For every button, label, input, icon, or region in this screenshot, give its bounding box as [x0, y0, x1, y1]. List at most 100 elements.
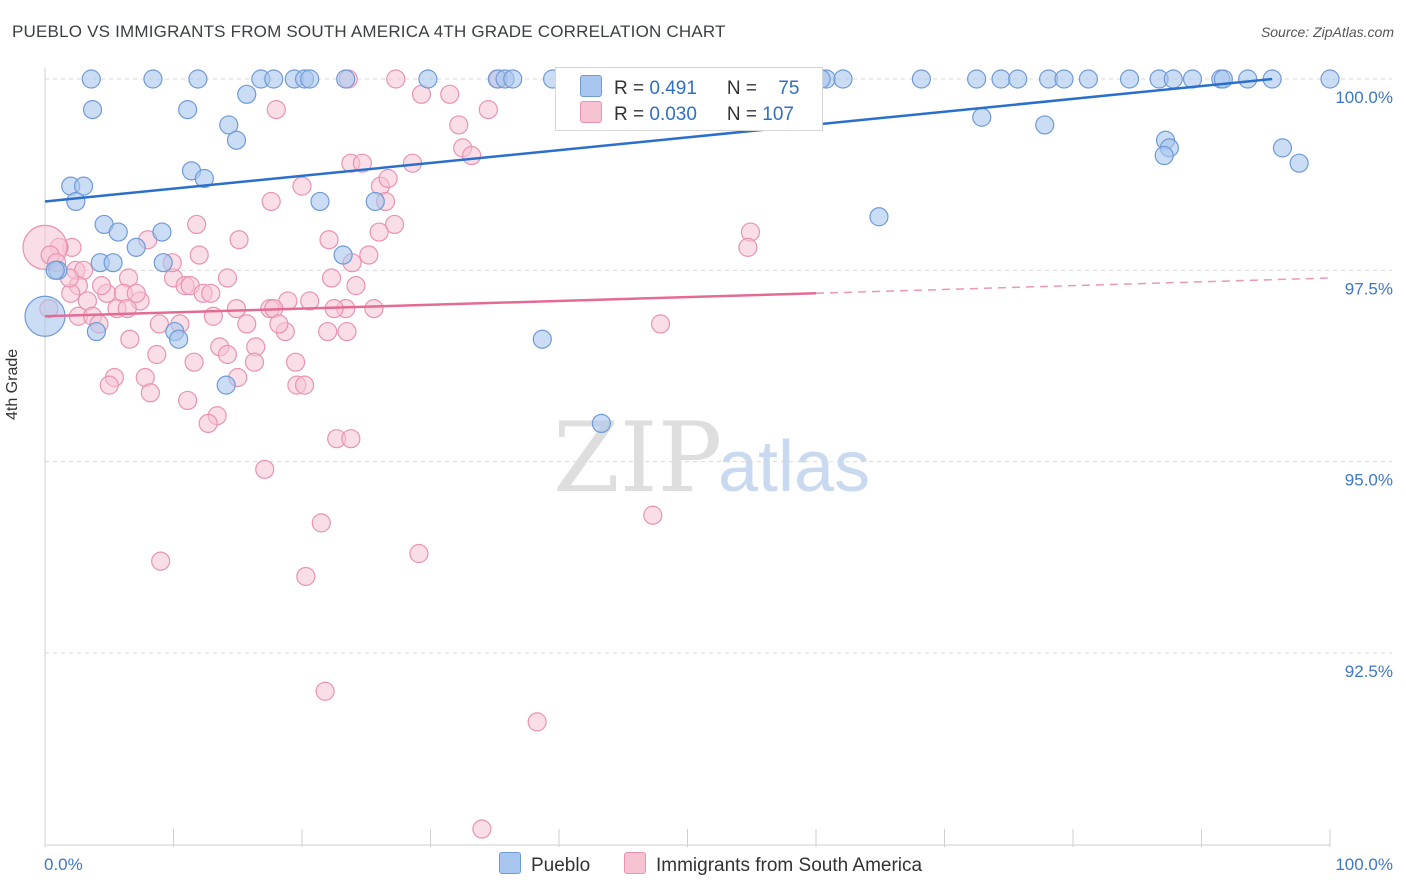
immigrants-point: [738, 237, 758, 257]
immigrants-point: [386, 69, 406, 89]
immigrants-point: [346, 276, 366, 296]
pueblo-point: [152, 222, 172, 242]
pueblo-point: [1320, 69, 1340, 89]
immigrants-point: [472, 819, 492, 839]
immigrants-point: [321, 268, 342, 288]
r-label: R =: [614, 78, 650, 99]
immigrants-point: [149, 314, 169, 334]
pueblo-point: [1154, 145, 1174, 166]
pueblo-point: [1035, 115, 1055, 135]
immigrants-point: [226, 299, 247, 319]
pueblo-point: [1272, 138, 1293, 158]
immigrants-point: [352, 153, 372, 173]
immigrants-point: [409, 543, 429, 564]
immigrants-point: [315, 681, 335, 701]
immigrants-point: [478, 100, 498, 120]
n-value: 75: [778, 78, 800, 99]
pueblo-point: [1054, 69, 1074, 89]
pueblo-point: [264, 69, 284, 89]
n-label: N =: [726, 78, 763, 99]
immigrants-point: [198, 413, 218, 433]
pueblo-point: [81, 69, 101, 89]
pueblo-point: [503, 69, 523, 89]
pueblo-point: [219, 115, 239, 135]
pueblo-point: [1008, 69, 1028, 89]
axes: [44, 68, 1331, 847]
immigrants-point: [244, 352, 265, 372]
pueblo-point: [216, 375, 236, 395]
immigrants-point: [364, 299, 384, 319]
watermark-atlas: atlas: [718, 427, 870, 507]
r-value: 0.491: [649, 78, 697, 99]
pueblo-point: [300, 69, 320, 89]
pueblo-trend-line: [44, 77, 1273, 203]
immigrants-point: [384, 214, 405, 235]
immigrants-point: [120, 329, 140, 349]
pueblo-point: [1238, 69, 1258, 89]
immigrants-point: [147, 344, 167, 365]
immigrants-point: [255, 459, 275, 479]
immigrants-point: [189, 245, 209, 265]
legend-immigrants-label: Immigrants from South America: [656, 855, 923, 876]
immigrants-point: [341, 429, 361, 449]
pueblo-swatch: [580, 75, 602, 97]
pueblo-point: [418, 69, 438, 89]
y-tick-label: 92.5%: [1345, 662, 1393, 681]
pueblo-point: [126, 237, 146, 257]
immigrants-point: [300, 291, 320, 311]
immigrants-point: [337, 321, 357, 342]
immigrants-point: [527, 712, 547, 732]
immigrants-point: [99, 375, 119, 395]
pueblo-point: [972, 107, 992, 127]
pueblo-point: [82, 100, 103, 120]
trend-lines: [44, 77, 1331, 318]
immigrants-point: [296, 566, 316, 587]
pueblo-point: [1078, 69, 1099, 89]
pueblo-point: [532, 329, 552, 349]
pueblo-point: [66, 191, 86, 212]
watermark: ZIP atlas: [553, 402, 870, 514]
stats-legend: R = 0.491 N = 75 R = 0.030 N = 107: [555, 67, 823, 131]
pueblo-point: [1289, 153, 1309, 173]
r-value: 0.030: [649, 104, 697, 125]
immigrants-point: [359, 245, 379, 265]
pueblo-point: [178, 100, 198, 120]
source-label: Source: ZipAtlas.com: [1260, 24, 1394, 40]
pueblo-point: [103, 253, 123, 273]
pueblo-point: [226, 130, 247, 150]
immigrants-point: [378, 168, 398, 189]
pueblo-point: [365, 191, 385, 212]
pueblo-point: [833, 69, 853, 89]
immigrants-swatch: [580, 101, 602, 123]
immigrants-point: [217, 268, 238, 288]
n-label: N =: [726, 104, 763, 125]
immigrants-point: [269, 314, 289, 334]
pueblo-point: [1163, 69, 1183, 89]
immigrants-trend-extension: [815, 277, 1331, 295]
immigrants-point: [237, 314, 257, 334]
immigrants-point: [266, 100, 286, 120]
immigrants-point: [229, 230, 249, 250]
immigrants-point: [151, 551, 171, 571]
pueblo-point: [143, 69, 163, 89]
immigrants-point: [369, 222, 389, 242]
pueblo-point: [591, 413, 612, 433]
pueblo-point: [333, 245, 353, 265]
immigrants-point: [140, 383, 160, 403]
legend-immigrants: Immigrants from South America: [624, 852, 922, 877]
y-tick-label: 97.5%: [1345, 279, 1393, 298]
immigrants-point: [318, 321, 338, 342]
immigrants-point: [462, 145, 482, 166]
immigrants-point: [201, 283, 221, 303]
y-axis-label: 4th Grade: [4, 348, 21, 420]
watermark-zip: ZIP: [553, 402, 722, 514]
legend-pueblo: Pueblo: [499, 852, 590, 877]
tick-labels: 92.5% 95.0% 97.5% 100.0% 0.0% 100.0%: [44, 88, 1393, 874]
pueblo-point: [967, 69, 987, 89]
pueblo-point: [194, 168, 214, 189]
pueblo-point: [45, 260, 65, 280]
pueblo-point: [153, 253, 173, 273]
pueblo-point: [1119, 69, 1140, 89]
immigrants-trend-line: [44, 292, 817, 318]
